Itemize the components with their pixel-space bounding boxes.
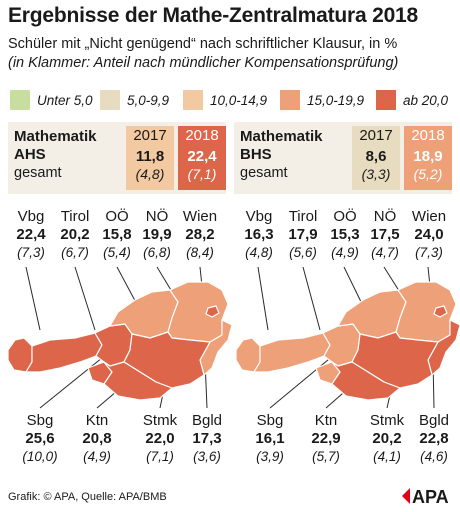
legend-label: 15,0-19,9 [307,92,365,108]
legend-label: ab 20,0 [403,92,449,108]
legend-item: 5,0-9,9 [100,88,169,112]
ahs-region-sbg: Sbg 25,6 (10,0) [22,412,58,464]
legend-swatch [183,90,203,110]
ahs-2018-box: 2018 22,4 (7,1) [178,126,226,190]
legend-item: ab 20,0 [376,88,448,112]
apa-logo: APA [402,487,449,506]
legend-item: 10,0-14,9 [183,88,267,112]
source-credit: Grafik: © APA, Quelle: APA/BMB [8,491,167,503]
page-title: Ergebnisse der Mathe-Zentralmatura 2018 [8,4,419,27]
bhs-region-sbg: Sbg 16,1 (3,9) [255,412,285,464]
legend-item: 15,0-19,9 [280,88,364,112]
subtitle-note: (in Klammer: Anteil nach mündlicher Komp… [8,55,399,71]
legend-swatch [280,90,300,110]
tirol-region [25,332,103,373]
ahs-region-ktn: Ktn 20,8 (4,9) [82,412,112,464]
bhs-heading: Mathematik BHS [240,128,323,163]
legend-label: Unter 5,0 [37,92,93,108]
wien-region [433,305,448,318]
legend-item: Unter 5,0 [10,88,93,112]
bhs-region-tirol: Tirol 17,9 (5,6) [288,208,318,260]
bhs-map [235,281,460,401]
burgenland-region [427,319,460,376]
legend-label: 10,0-14,9 [210,92,268,108]
year-value: 22,4 [187,148,217,165]
year-sub: (7,1) [187,166,217,182]
bhs-summary-panel: Mathematik BHS gesamt 2017 8,6 (3,3) 2018… [234,122,452,194]
year-label: 2018 [411,127,445,144]
ahs-region-vbg: Vbg 22,4 (7,3) [16,208,46,260]
ahs-heading: Mathematik AHS [14,128,97,163]
ahs-heading-sub: gesamt [14,165,62,181]
year-label: 2017 [133,127,167,144]
bhs-2018-box: 2018 18,9 (5,2) [404,126,452,190]
year-value: 11,8 [135,148,165,165]
year-label: 2017 [359,127,393,144]
year-value: 8,6 [365,148,387,165]
tirol-region [253,332,331,373]
legend-swatch [100,90,120,110]
bhs-2017-box: 2017 8,6 (3,3) [352,126,400,190]
year-sub: (5,2) [413,166,443,182]
ahs-region-noe: NÖ 19,9 (6,8) [142,208,172,260]
subtitle: Schüler mit „Nicht genügend“ nach schrif… [8,36,398,52]
bhs-region-ooe: OÖ 15,3 (4,9) [330,208,360,260]
bhs-region-wien: Wien 24,0 (7,3) [411,208,447,260]
bhs-region-noe: NÖ 17,5 (4,7) [370,208,400,260]
bhs-region-vbg: Vbg 16,3 (4,8) [244,208,274,260]
apa-logo-text: APA [412,487,449,506]
ahs-map [7,281,233,401]
ahs-region-stmk: Stmk 22,0 (7,1) [142,412,178,464]
bhs-heading-sub: gesamt [240,165,288,181]
ahs-region-wien: Wien 28,2 (8,4) [182,208,218,260]
ahs-region-bgld: Bgld 17,3 (3,6) [191,412,223,464]
legend-swatch [10,90,30,110]
ahs-summary-panel: Mathematik AHS gesamt 2017 11,8 (4,8) 201… [8,122,226,194]
ahs-region-tirol: Tirol 20,2 (6,7) [60,208,90,260]
bhs-region-stmk: Stmk 20,2 (4,1) [369,412,405,464]
legend-label: 5,0-9,9 [127,92,170,108]
bhs-region-ktn: Ktn 22,9 (5,7) [311,412,341,464]
wien-region [205,305,220,318]
bhs-region-bgld: Bgld 22,8 (4,6) [418,412,450,464]
year-sub: (4,8) [135,166,165,182]
year-sub: (3,3) [361,166,391,182]
kaernten-region [331,361,401,401]
kaernten-region [103,361,173,401]
legend-swatch [376,90,396,110]
year-value: 18,9 [413,148,443,165]
burgenland-region [199,319,233,376]
ahs-region-ooe: OÖ 15,8 (5,4) [102,208,132,260]
year-label: 2018 [185,127,219,144]
ahs-2017-box: 2017 11,8 (4,8) [126,126,174,190]
